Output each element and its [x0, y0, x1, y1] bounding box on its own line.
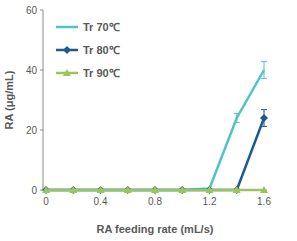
- y-axis-title: RA (μg/mL): [3, 70, 15, 129]
- data-point: [260, 186, 268, 193]
- y-tick: [40, 130, 43, 131]
- data-point: [235, 117, 238, 120]
- data-point: [206, 186, 214, 193]
- error-bar: [234, 114, 240, 123]
- data-point: [124, 186, 132, 193]
- data-point: [69, 186, 77, 193]
- legend-line: [56, 26, 78, 29]
- legend-marker: [66, 26, 69, 29]
- x-tick-label: 0.8: [148, 196, 162, 207]
- y-tick-label: 20: [26, 125, 38, 136]
- y-tick-label: 40: [26, 65, 38, 76]
- data-point: [97, 186, 105, 193]
- legend-marker: [63, 69, 71, 76]
- data-point: [151, 186, 159, 193]
- error-bar: [261, 62, 267, 79]
- x-tick-label: 0.4: [94, 196, 108, 207]
- legend-label: Tr 70℃: [83, 21, 120, 33]
- y-tick-label: 60: [26, 5, 38, 16]
- plot-area: [42, 62, 268, 194]
- legend-marker: [63, 46, 71, 54]
- data-point: [233, 186, 241, 193]
- x-axis-title: RA feeding rate (mL/s): [97, 223, 214, 235]
- legend: Tr 70℃ Tr 80℃ Tr 90℃: [56, 21, 120, 79]
- legend-label: Tr 90℃: [83, 67, 120, 79]
- error-bar: [261, 110, 267, 127]
- data-point: [178, 186, 186, 193]
- y-tick-label: 0: [31, 185, 37, 196]
- series-line: [46, 70, 264, 190]
- y-axis: [43, 10, 44, 190]
- data-point: [263, 69, 266, 72]
- x-tick-label: 1.6: [257, 196, 271, 207]
- data-point: [260, 114, 268, 122]
- data-point: [42, 186, 50, 193]
- chart: 0 20 40 60 0 0.4 0.8 1.2 1.6 RA feeding rate (mL/…: [0, 0, 297, 241]
- x-tick-label: 0: [43, 196, 49, 207]
- series-line: [46, 118, 264, 190]
- x-tick-label: 1.2: [203, 196, 217, 207]
- y-tick: [40, 70, 43, 71]
- y-tick: [40, 10, 43, 11]
- legend-label: Tr 80℃: [83, 44, 120, 56]
